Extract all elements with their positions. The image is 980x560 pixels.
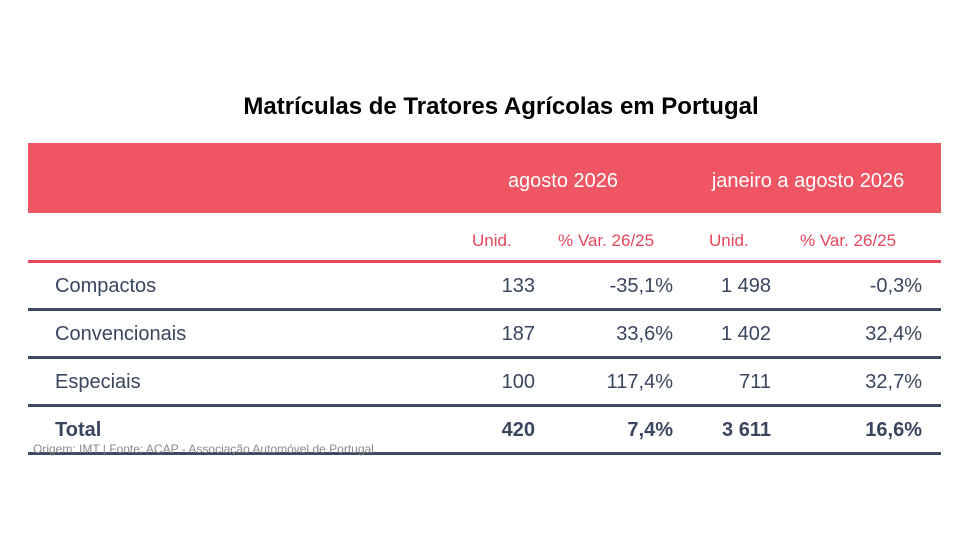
column-header-units-ytd: Unid.: [709, 231, 749, 250]
total-var-aug: 7,4%: [627, 419, 673, 441]
row-label: Convencionais: [55, 323, 187, 345]
row-label: Compactos: [55, 275, 157, 297]
cell-var-aug: 33,6%: [616, 323, 673, 345]
cell-units-ytd: 711: [739, 371, 771, 393]
cell-var-ytd: -0,3%: [869, 275, 922, 297]
cell-units-aug: 187: [501, 323, 535, 345]
total-var-ytd: 16,6%: [865, 419, 922, 441]
table-row: Convencionais 187 33,6% 1 402 32,4%: [28, 311, 941, 356]
source-note: Origem: IMT | Fonte: ACAP - Associação A…: [33, 442, 374, 456]
total-label: Total: [55, 419, 102, 441]
row-divider: [28, 404, 941, 407]
total-row: Total 420 7,4% 3 611 16,6%: [28, 407, 941, 452]
row-divider: [28, 356, 941, 359]
row-divider: [28, 308, 941, 311]
cell-units-aug: 133: [501, 275, 535, 297]
table-row: Especiais 100 117,4% 711 32,7%: [28, 359, 941, 404]
cell-units-aug: 100: [501, 371, 535, 393]
cell-units-ytd: 1 498: [720, 275, 771, 297]
column-header-row: Unid. % Var. 26/25 Unid. % Var. 26/25: [28, 213, 941, 260]
table-row: Compactos 133 -35,1% 1 498 -0,3%: [28, 263, 941, 308]
header-divider: [28, 260, 941, 263]
column-header-var-aug: % Var. 26/25: [558, 231, 655, 250]
group-header-band: agosto 2026 janeiro a agosto 2026: [28, 143, 941, 213]
page-title: Matrículas de Tratores Agrícolas em Port…: [243, 93, 759, 120]
cell-var-ytd: 32,4%: [865, 323, 922, 345]
row-label: Especiais: [55, 371, 141, 393]
table-bottom-rule: [28, 452, 941, 455]
group-header-jan-aug: janeiro a agosto 2026: [711, 170, 905, 192]
cell-var-ytd: 32,7%: [865, 371, 922, 393]
total-units-aug: 420: [501, 419, 535, 441]
registrations-table: agosto 2026 janeiro a agosto 2026 Unid. …: [28, 143, 941, 455]
group-header-august: agosto 2026: [507, 170, 619, 192]
cell-var-aug: -35,1%: [609, 275, 673, 297]
total-units-ytd: 3 611: [722, 419, 771, 441]
column-header-units-aug: Unid.: [472, 231, 512, 250]
column-header-var-ytd: % Var. 26/25: [800, 231, 897, 250]
cell-var-aug: 117,4%: [606, 371, 673, 393]
cell-units-ytd: 1 402: [720, 323, 771, 345]
